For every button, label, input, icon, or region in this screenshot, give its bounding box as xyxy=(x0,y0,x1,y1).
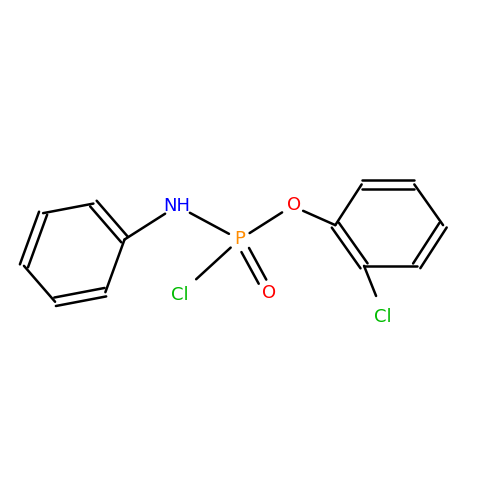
Text: O: O xyxy=(262,284,276,302)
Text: NH: NH xyxy=(164,197,191,215)
Text: P: P xyxy=(234,230,245,249)
Text: O: O xyxy=(286,196,301,214)
Text: Cl: Cl xyxy=(171,285,189,304)
Text: Cl: Cl xyxy=(375,308,392,326)
